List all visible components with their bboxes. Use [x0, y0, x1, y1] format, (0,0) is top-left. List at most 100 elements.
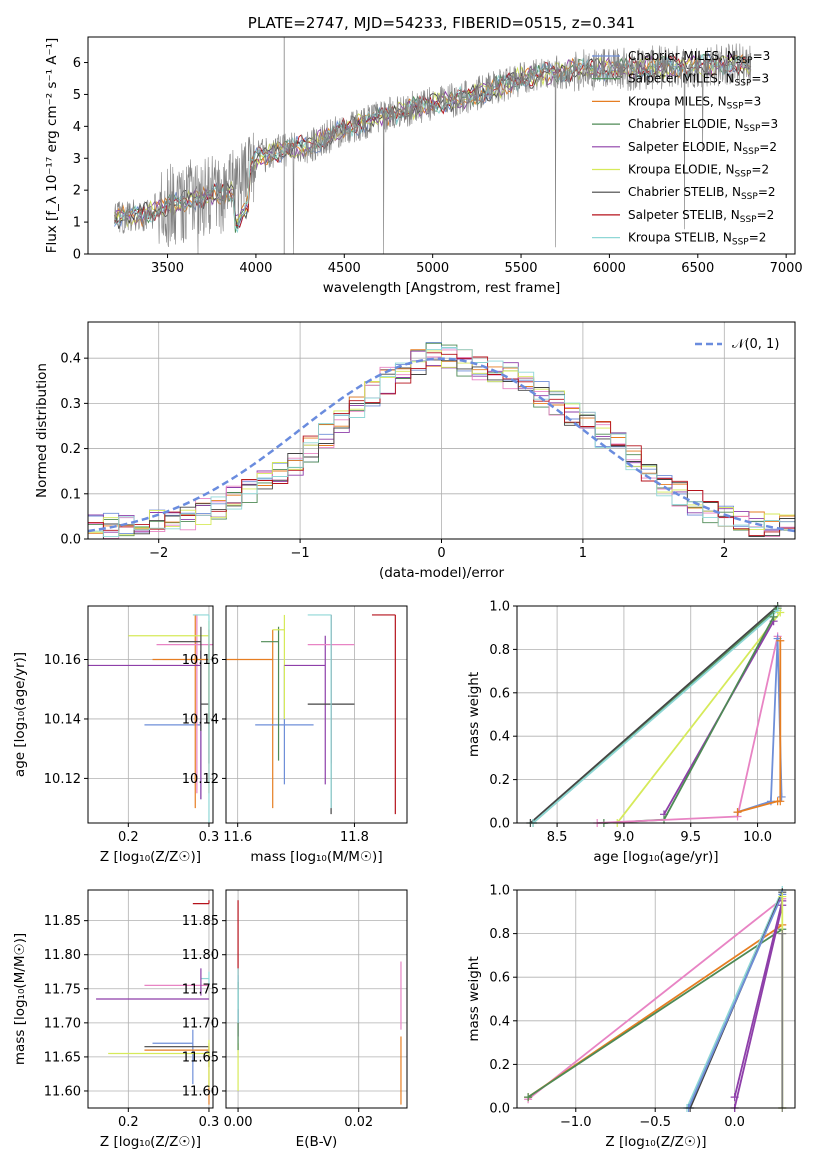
- residual-histogram: [87, 347, 795, 539]
- marker: [776, 636, 785, 645]
- data-point-errorbar: [307, 614, 332, 809]
- x-tick-label: −2: [149, 546, 168, 561]
- x-tick-label: 9.0: [614, 830, 635, 845]
- x-tick-label: −1: [291, 546, 310, 561]
- x-tick-label: 0.3: [199, 1115, 220, 1130]
- legend-entry: Salpeter STELIB, NSSP=2: [592, 208, 774, 225]
- legend-label-text: Chabrier STELIB, N: [628, 185, 741, 199]
- y-tick-label: 1: [73, 216, 81, 231]
- y-tick-label: 4: [73, 120, 81, 135]
- legend-subscript: SSP: [740, 215, 757, 225]
- legend-entry: Chabrier MILES, NSSP=3: [592, 49, 770, 66]
- y-tick-label: 10.12: [44, 772, 81, 787]
- legend-label-text: Salpeter STELIB, N: [628, 208, 740, 222]
- x-tick-label: 5500: [504, 261, 537, 276]
- y-axis-label: age [log₁₀(age/yr)]: [12, 652, 28, 777]
- marker: [776, 608, 785, 617]
- mass-weight-line: [616, 611, 782, 824]
- axes-frame: [225, 889, 408, 1109]
- x-tick-label: 0.2: [118, 830, 139, 845]
- legend-entry: Kroupa ELODIE, NSSP=2: [592, 163, 769, 180]
- legend-suffix: =2: [751, 163, 769, 177]
- legend-entry: Kroupa MILES, NSSP=3: [592, 94, 761, 111]
- panel-mass-vs-EBV: 0.00 0.02 11.60 11.65 11.70 11.75 11.80 11.85 E(…: [182, 889, 408, 1150]
- mass-weight-line: [527, 928, 783, 1098]
- legend-label: Chabrier ELODIE, NSSP=3: [628, 117, 778, 134]
- x-tick-label: 9.5: [680, 830, 701, 845]
- y-tick-label: 11.80: [44, 948, 81, 963]
- legend-subscript: SSP: [736, 56, 753, 66]
- y-tick-label: 11.85: [44, 914, 81, 929]
- data-point-errorbar: [272, 614, 285, 719]
- legend-label: Kroupa STELIB, NSSP=2: [628, 231, 766, 248]
- x-axis-label: Z [log₁₀(Z/Z☉)]: [100, 849, 201, 865]
- panel-mass-weight-vs-age: 8.5 9.0 9.5 10.0 0.0 0.2 0.4 0.6 0.8 1.0 age [log₁…: [466, 600, 796, 865]
- y-tick-label: 0.2: [489, 1058, 510, 1073]
- y-tick-label: 10.16: [182, 653, 219, 668]
- y-axis-label: mass weight: [466, 956, 482, 1041]
- legend-label-text: Kroupa STELIB, N: [628, 231, 732, 245]
- y-axis-label: mass [log₁₀(M/M☉)]: [12, 933, 28, 1065]
- y-tick-label: 2: [73, 184, 81, 199]
- y-tick-label: 5: [73, 88, 81, 103]
- y-tick-label: 11.70: [44, 1016, 81, 1031]
- y-axis-label: Flux [f_λ 10⁻¹⁷ erg cm⁻² s⁻¹ A⁻¹]: [44, 38, 60, 254]
- x-tick-label: 1: [579, 546, 587, 561]
- x-tick-label: 0.0: [724, 1115, 745, 1130]
- legend-subscript: SSP: [744, 124, 761, 134]
- legend-subscript: SSP: [735, 79, 752, 89]
- y-tick-label: 0.2: [60, 442, 81, 457]
- y-tick-label: 0.2: [489, 773, 510, 788]
- y-tick-label: 11.60: [44, 1084, 81, 1099]
- legend-entry: Chabrier STELIB, NSSP=2: [592, 185, 776, 202]
- x-tick-label: −1.0: [560, 1115, 592, 1130]
- x-tick-label: 8.5: [547, 830, 568, 845]
- legend-suffix: =2: [758, 185, 776, 199]
- x-tick-label: 11.6: [223, 830, 252, 845]
- y-tick-label: 3: [73, 152, 81, 167]
- y-tick-label: 0.0: [489, 817, 510, 832]
- y-tick-label: 0.4: [489, 1014, 510, 1029]
- legend-suffix: =2: [749, 231, 767, 245]
- x-tick-label: 0.02: [344, 1115, 373, 1130]
- observed-spectrum-line: [114, 43, 752, 255]
- mass-weight-line: [532, 609, 779, 824]
- data-point-errorbar: [261, 626, 280, 761]
- normal-curve: [87, 357, 796, 533]
- x-tick-label: 10.0: [743, 830, 772, 845]
- axes-frame: [225, 605, 408, 824]
- data-point-errorbar: [168, 626, 202, 731]
- x-axis-label: wavelength [Angstrom, rest frame]: [323, 280, 561, 296]
- marker: [769, 612, 778, 621]
- x-tick-label: −0.5: [639, 1115, 671, 1130]
- data-point-errorbar: [192, 900, 210, 905]
- legend-label: Salpeter ELODIE, NSSP=2: [628, 140, 777, 157]
- y-tick-label: 0.6: [489, 971, 510, 986]
- y-tick-label: 10.14: [182, 712, 219, 727]
- y-tick-label: 0.4: [489, 730, 510, 745]
- axes-frame: [87, 36, 796, 255]
- mass-weight-line: [687, 894, 784, 1109]
- panel-residuals: −2 −1 0 1 2 0.0 0.1 0.2 0.3 0.4 (data-model)/error…: [34, 321, 796, 581]
- axes-frame: [87, 605, 214, 824]
- legend-label: Kroupa ELODIE, NSSP=2: [628, 163, 769, 180]
- x-tick-label: 7000: [770, 261, 803, 276]
- x-axis-label: E(B-V): [296, 1134, 338, 1150]
- y-tick-label: 11.70: [182, 1016, 219, 1031]
- legend-label-text: Kroupa ELODIE, N: [628, 163, 735, 177]
- x-axis-label: Z [log₁₀(Z/Z☉)]: [100, 1134, 201, 1150]
- legend-label: Chabrier STELIB, NSSP=2: [628, 185, 776, 202]
- legend-label-text: Salpeter ELODIE, N: [628, 140, 742, 154]
- axes-frame: [516, 605, 796, 824]
- mass-weight-line: [733, 905, 784, 1109]
- legend-label: Salpeter MILES, NSSP=3: [628, 72, 769, 89]
- x-tick-label: 0.3: [199, 830, 220, 845]
- y-axis-label: mass weight: [466, 672, 482, 757]
- axes-frame: [87, 321, 796, 540]
- y-axis-label: Normed distribution: [34, 363, 50, 498]
- mass-weight-line: [527, 897, 783, 1101]
- legend-label-text: Kroupa MILES, N: [628, 94, 727, 108]
- legend-label-text: Salpeter MILES, N: [628, 72, 735, 86]
- y-tick-label: 0.0: [489, 1102, 510, 1117]
